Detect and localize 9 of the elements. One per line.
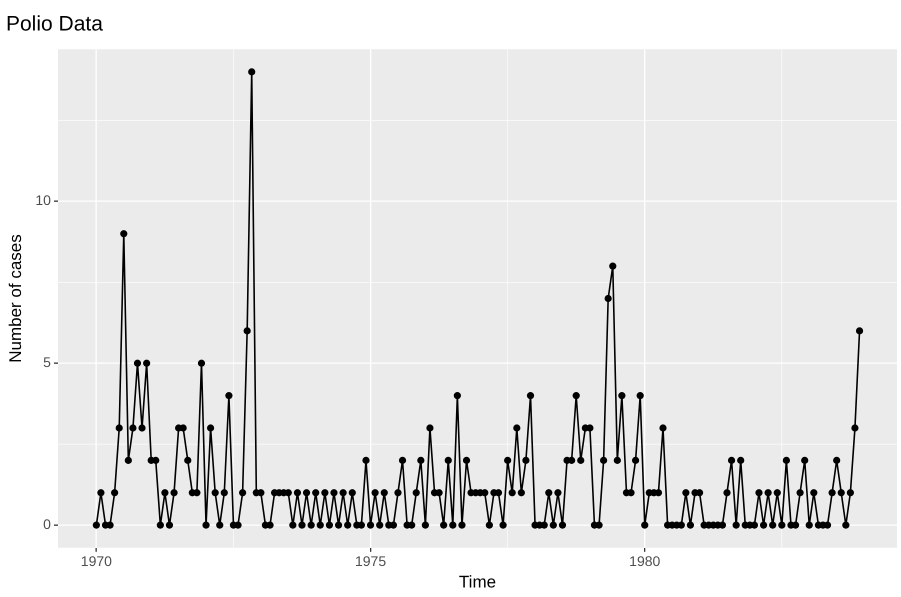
y-tick-label: 10	[35, 192, 52, 208]
x-tick-label: 1980	[629, 553, 661, 570]
y-tick-label: 5	[43, 354, 52, 370]
y-axis-title: Number of cases	[6, 234, 25, 363]
x-axis-title: Time	[458, 572, 496, 592]
chart-title: Polio Data	[6, 12, 104, 36]
x-tick-label: 1970	[80, 553, 112, 570]
y-tick-label: 0	[43, 516, 52, 532]
x-tick-label: 1975	[354, 553, 386, 570]
